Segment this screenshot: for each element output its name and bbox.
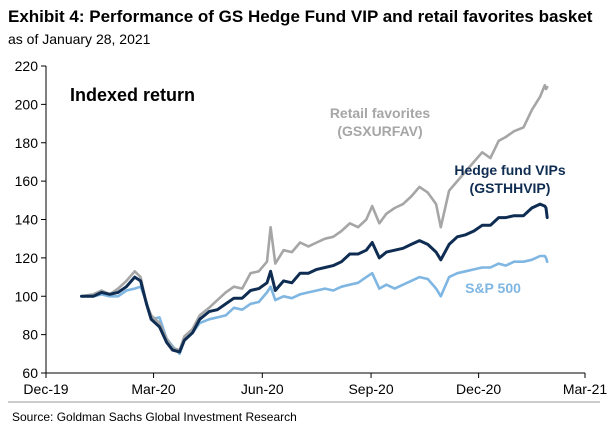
annotation-sp500-line-1: S&P 500 — [465, 280, 521, 296]
y-tick-label: 120 — [15, 250, 39, 266]
series-group — [80, 83, 549, 356]
x-tick-label: Jun-20 — [241, 381, 284, 397]
series-line-sp500 — [80, 254, 549, 356]
series-line-hedge — [80, 202, 549, 354]
source-note: Source: Goldman Sachs Global Investment … — [12, 410, 297, 424]
x-tick-label: Sep-20 — [348, 381, 393, 397]
x-tick-label: Mar-21 — [563, 381, 608, 397]
annotation-hedge-line-1: Hedge fund VIPs — [454, 162, 565, 178]
y-tick-label: 160 — [15, 173, 39, 189]
x-tick-label: Mar-20 — [131, 381, 176, 397]
axes: 60 80 100 120 140 160 180 200 220 Dec-19 Mar-20 Jun… — [15, 58, 608, 397]
y-tick-label: 180 — [15, 135, 39, 151]
y-tick-label: 100 — [15, 288, 39, 304]
inner-title: Indexed return — [70, 85, 195, 105]
x-tick-label: Dec-19 — [23, 381, 68, 397]
chart-title: Exhibit 4: Performance of GS Hedge Fund … — [8, 7, 593, 26]
annotations: Retail favorites (GSXURFAV) Hedge fund VIP… — [330, 105, 566, 296]
annotation-hedge-line-2: (GSTHHVIP) — [470, 180, 551, 196]
annotation-retail-line-2: (GSXURFAV) — [337, 123, 422, 139]
annotation-retail-line-1: Retail favorites — [330, 105, 431, 121]
x-tick-label: Dec-20 — [456, 381, 501, 397]
y-tick-label: 60 — [22, 365, 38, 381]
y-tick-label: 200 — [15, 96, 39, 112]
chart-subtitle: as of January 28, 2021 — [8, 31, 151, 47]
y-tick-label: 140 — [15, 212, 39, 228]
series-line-retail — [80, 83, 549, 352]
y-tick-label: 80 — [22, 327, 38, 343]
y-tick-label: 220 — [15, 58, 39, 74]
